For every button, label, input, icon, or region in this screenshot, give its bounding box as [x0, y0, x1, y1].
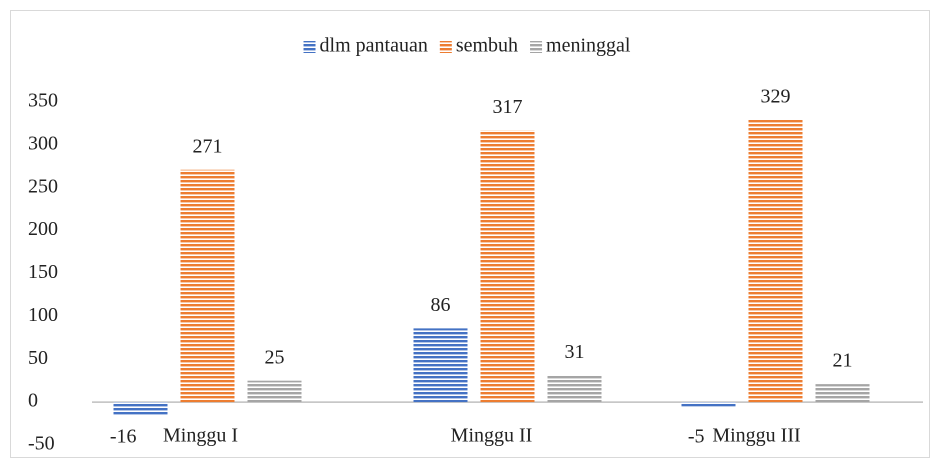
x-tick-label: Minggu II — [451, 425, 533, 447]
y-tick-label: 50 — [28, 347, 48, 369]
data-label: 329 — [761, 86, 791, 108]
legend-swatch — [303, 41, 316, 53]
legend-swatch — [439, 41, 452, 53]
legend-swatch — [530, 41, 543, 53]
data-label: -16 — [110, 426, 137, 448]
data-label: 271 — [193, 135, 223, 157]
bar — [480, 130, 535, 403]
y-tick-label: -50 — [28, 433, 55, 455]
x-tick-label: Minggu III — [712, 425, 800, 447]
data-label: -5 — [688, 426, 705, 448]
data-label: 31 — [565, 341, 585, 363]
bar — [113, 402, 168, 416]
bar — [247, 380, 302, 403]
bar — [748, 120, 803, 403]
bar — [180, 169, 235, 403]
bar — [547, 375, 602, 403]
data-label: 86 — [431, 294, 451, 316]
y-tick-label: 350 — [28, 90, 58, 112]
y-tick-label: 150 — [28, 261, 58, 283]
y-tick-label: 300 — [28, 132, 58, 154]
legend-label: sembuh — [456, 35, 518, 57]
y-tick-label: 200 — [28, 218, 58, 240]
y-tick-label: 0 — [28, 390, 38, 412]
data-label: 21 — [833, 350, 853, 372]
legend-label: dlm pantauan — [320, 35, 428, 57]
data-label: 25 — [265, 346, 285, 368]
y-tick-label: 100 — [28, 304, 58, 326]
bar — [681, 402, 736, 407]
x-tick-label: Minggu I — [163, 425, 238, 447]
y-tick-label: 250 — [28, 175, 58, 197]
legend-label: meninggal — [546, 35, 631, 57]
bar — [815, 384, 870, 403]
data-label: 317 — [493, 96, 523, 118]
bar — [413, 328, 468, 403]
